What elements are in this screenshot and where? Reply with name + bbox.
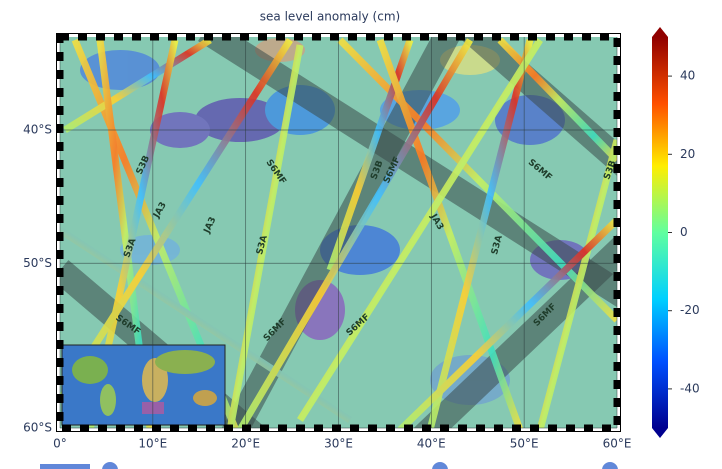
x-tick-label: 30°E xyxy=(324,437,353,451)
x-tick-label: 20°E xyxy=(231,437,260,451)
colorbar-max-arrow xyxy=(652,27,668,37)
x-tick-label: 60°E xyxy=(603,437,632,451)
colorbar-tick-label: -20 xyxy=(680,303,700,317)
x-tick-label: 0° xyxy=(53,437,67,451)
track-label: S3A xyxy=(255,234,270,256)
title: sea level anomaly (cm) xyxy=(260,10,400,24)
colorbar xyxy=(652,37,668,428)
bottom-toolbar xyxy=(40,462,618,469)
inset-map xyxy=(61,344,226,426)
colorbar-tick-label: -40 xyxy=(680,381,700,395)
x-tick-label: 10°E xyxy=(138,437,167,451)
y-tick-label: 60°S xyxy=(23,421,52,435)
y-tick-label: 40°S xyxy=(23,122,52,136)
y-tick-label: 50°S xyxy=(23,256,52,270)
x-tick-label: 40°E xyxy=(417,437,446,451)
x-tick-label: 50°E xyxy=(510,437,539,451)
map-frame xyxy=(56,33,621,432)
map-area xyxy=(60,37,617,428)
map-border xyxy=(56,33,621,432)
colorbar-tick-label: 0 xyxy=(680,225,688,239)
colorbar-tick-label: 20 xyxy=(680,147,695,161)
track-label: S3A xyxy=(490,234,505,256)
colorbar-min-arrow xyxy=(652,428,668,438)
colorbar-tick-label: 40 xyxy=(680,69,695,83)
